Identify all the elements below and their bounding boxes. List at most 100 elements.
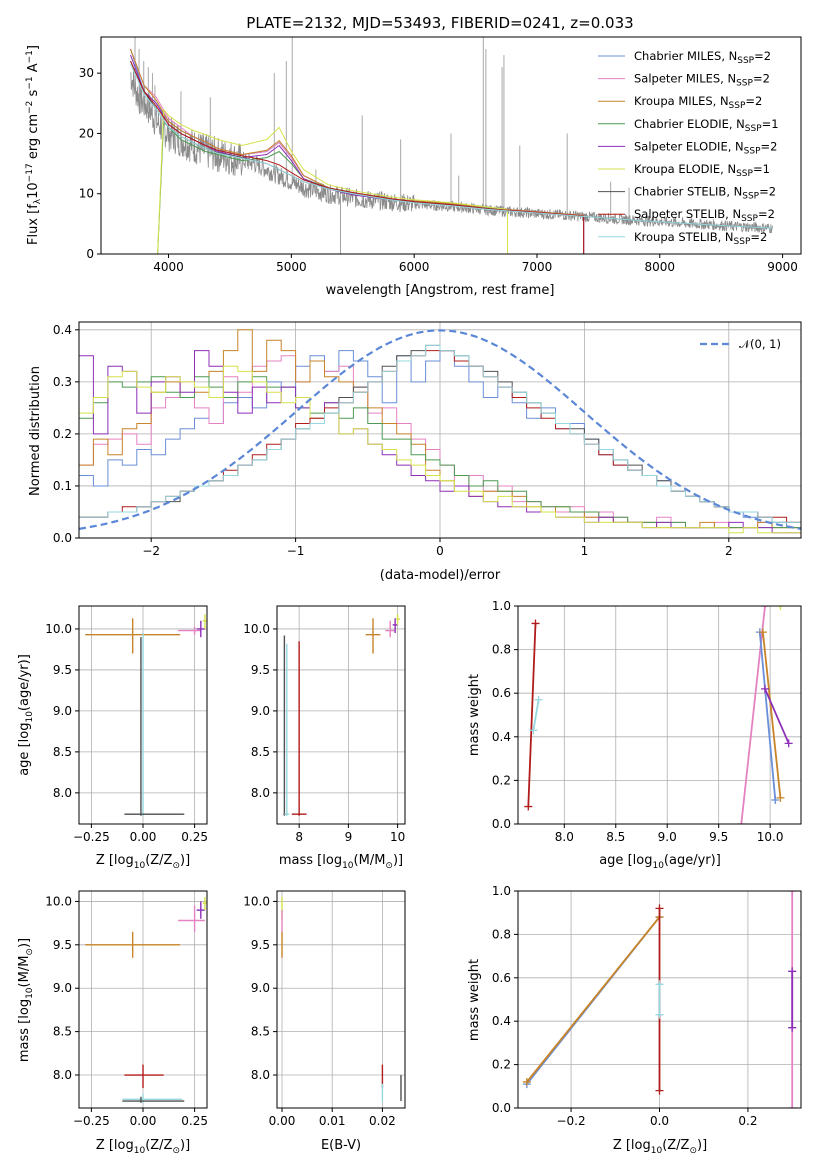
x-tick-label: 0.00 xyxy=(269,1114,296,1128)
plot-area xyxy=(277,606,405,824)
legend-subscript: SSP xyxy=(742,192,759,202)
weight-marker xyxy=(771,796,780,805)
model-spectrum xyxy=(163,108,508,210)
legend-entry: Chabrier ELODIE, NSSP=1 xyxy=(634,117,779,134)
legend-value: =2 xyxy=(750,230,767,244)
y-tick-label: 0.0 xyxy=(492,817,511,831)
y-tick-label: 0.2 xyxy=(492,1058,511,1072)
label-part: ⊙ xyxy=(25,948,35,956)
y-axis-label: Normed distribution xyxy=(28,366,43,496)
y-tick-label: 0.0 xyxy=(53,531,72,545)
weight-marker xyxy=(655,1010,664,1019)
x-tick-label: 8.5 xyxy=(606,830,625,844)
label-part: (M/M xyxy=(354,853,386,868)
weight-marker xyxy=(737,820,746,824)
legend-entry: Chabrier MILES, NSSP=2 xyxy=(634,49,771,66)
label-part: A xyxy=(26,63,41,76)
label-part: mass [log xyxy=(279,853,342,868)
label-part: s xyxy=(26,89,41,100)
histogram-series xyxy=(79,376,801,529)
label-part: Z [log xyxy=(613,1138,651,1153)
y-tick-label: 0.1 xyxy=(53,479,72,493)
x-tick-label: −0.25 xyxy=(73,1114,110,1128)
chart-title: PLATE=2132, MJD=53493, FIBERID=0241, z=0… xyxy=(246,14,633,32)
legend-value: =2 xyxy=(758,207,775,221)
label-part: )] xyxy=(180,1138,190,1153)
weight-line xyxy=(527,623,537,807)
label-part: 10 xyxy=(651,1146,663,1156)
weight-marker xyxy=(760,606,769,610)
weight-line xyxy=(762,632,782,798)
weight-line xyxy=(740,606,766,824)
model-edge xyxy=(157,109,165,254)
weight-marker xyxy=(758,628,767,637)
legend-entry: Salpeter STELIB, NSSP=2 xyxy=(634,207,775,224)
x-tick-label: 9.5 xyxy=(709,830,728,844)
x-axis-label: wavelength [Angstrom, rest frame] xyxy=(326,283,555,298)
x-tick-label: 5000 xyxy=(276,260,307,274)
y-axis-label: mass [log10(M/M⊙)] xyxy=(17,938,35,1062)
panel-age-vs-z: −0.25 0.00 0.258.08.59.09.510.0Z [log10(Z/… xyxy=(17,605,208,871)
label-part: (age/yr)] xyxy=(17,654,32,711)
y-tick-label: 10.0 xyxy=(243,622,270,636)
label-part: Z [log xyxy=(96,1138,134,1153)
legend-name: Kroupa ELODIE, N xyxy=(634,162,736,176)
label-part: (Z/Z xyxy=(145,1138,172,1153)
label-part: (age/yr)] xyxy=(664,853,721,868)
plot-area xyxy=(79,891,207,1108)
plot-area xyxy=(130,37,773,254)
legend-entry: Kroupa STELIB, NSSP=2 xyxy=(634,230,767,247)
weight-marker xyxy=(788,1023,797,1032)
x-tick-label: 1 xyxy=(581,544,589,558)
axes-frame xyxy=(276,890,406,1109)
legend-name: Salpeter MILES, N xyxy=(634,72,736,86)
label-part: )] xyxy=(180,853,190,868)
label-part: 10 xyxy=(25,711,35,723)
label-part: ⊙ xyxy=(689,1146,697,1156)
y-tick-label: 9.5 xyxy=(53,663,72,677)
y-tick-label: 0.0 xyxy=(492,1101,511,1115)
y-tick-label: 9.5 xyxy=(251,663,270,677)
legend-subscript: SSP xyxy=(737,56,754,66)
weight-line xyxy=(758,632,777,801)
y-tick-label: 0.6 xyxy=(492,971,511,985)
weight-marker xyxy=(788,891,797,895)
label-part: −1 xyxy=(25,76,35,89)
histogram-series xyxy=(79,355,801,529)
weight-marker xyxy=(529,726,538,735)
label-part: 10 xyxy=(25,987,35,999)
label-part: (M/M xyxy=(17,956,32,988)
weight-marker xyxy=(655,980,664,989)
panel-weight-vs-age: 8.0 8.5 9.0 9.5 10.0 0.0 0.2 0.4 0.6 0.8 1.0 age [l… xyxy=(467,599,802,871)
y-tick-label: 0.6 xyxy=(492,686,511,700)
weight-line xyxy=(532,699,540,731)
weight-marker xyxy=(522,1077,531,1086)
y-tick-label: 0.2 xyxy=(53,427,72,441)
y-tick-label: 9.0 xyxy=(251,981,270,995)
weight-marker xyxy=(655,1086,664,1095)
legend-subscript: SSP xyxy=(741,214,758,224)
label-part: ⊙ xyxy=(385,861,393,871)
y-tick-label: 0.4 xyxy=(53,323,72,337)
label-part: 10 xyxy=(134,861,146,871)
y-tick-label: 8.5 xyxy=(251,745,270,759)
label-part: )] xyxy=(697,1138,707,1153)
plot-area xyxy=(79,322,801,538)
weight-marker xyxy=(531,619,540,628)
x-tick-label: 0.00 xyxy=(130,830,157,844)
legend-value: =2 xyxy=(759,185,776,199)
y-tick-label: 0.4 xyxy=(492,1014,511,1028)
histogram-series xyxy=(79,365,801,534)
y-tick-label: 9.5 xyxy=(53,938,72,952)
histogram-series xyxy=(79,344,801,523)
y-tick-label: 8.0 xyxy=(251,786,270,800)
y-tick-label: 9.0 xyxy=(53,981,72,995)
y-axis-label: mass weight xyxy=(467,674,482,756)
label-part: 10 xyxy=(652,861,664,871)
legend-value: =2 xyxy=(753,72,770,86)
x-tick-label: 7000 xyxy=(522,260,553,274)
label-part: −2 xyxy=(25,101,35,114)
label-part: ] xyxy=(26,45,41,50)
